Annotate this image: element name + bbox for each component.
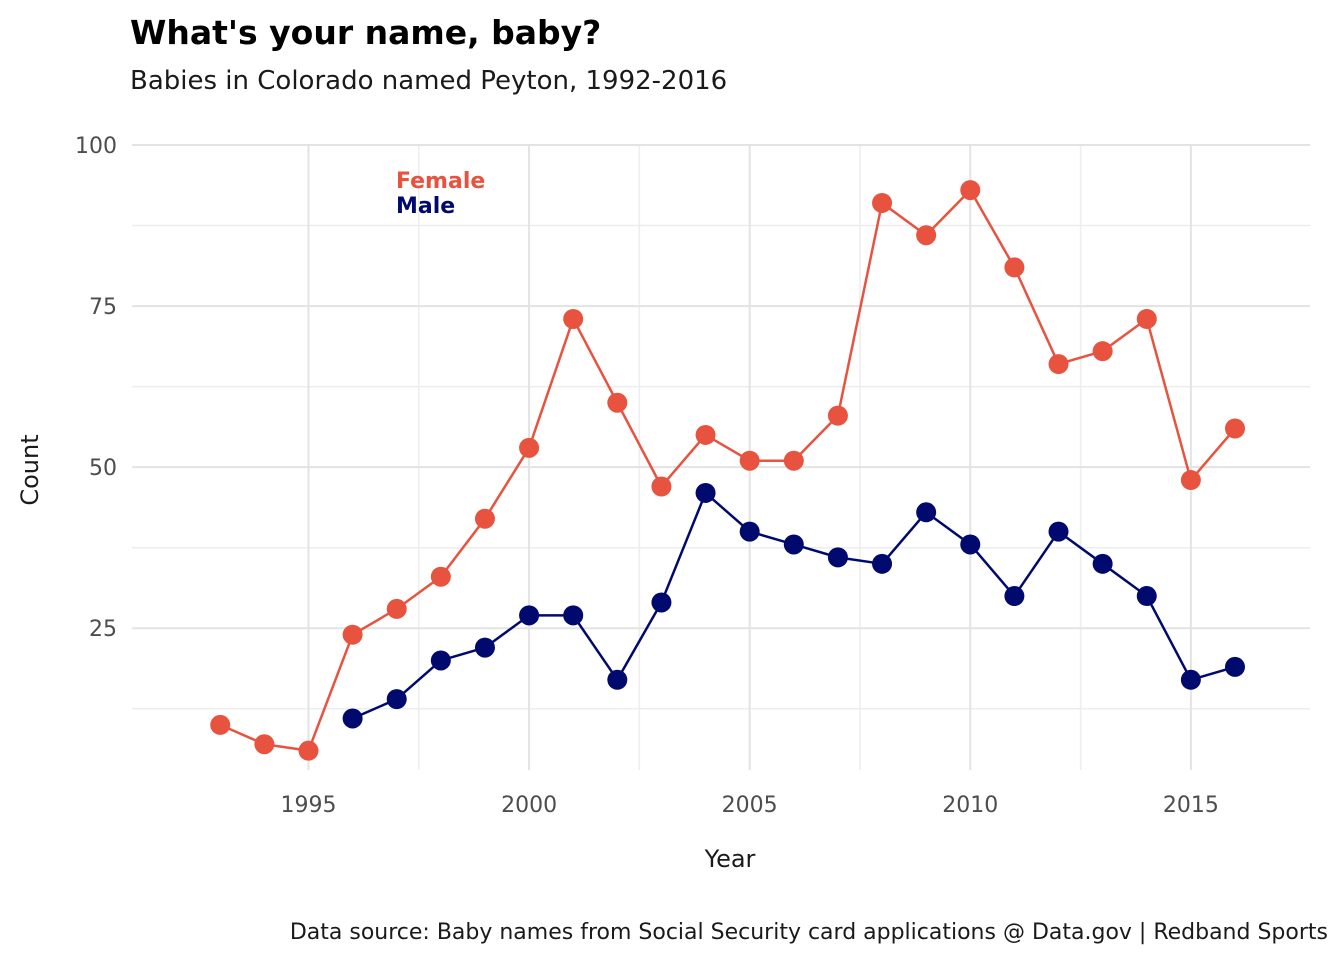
- data-point-male-2010: [960, 534, 981, 555]
- data-point-female-1998: [430, 566, 451, 587]
- data-point-male-2013: [1092, 553, 1113, 574]
- data-point-male-1998: [430, 650, 451, 671]
- x-axis-title: Year: [704, 845, 756, 873]
- data-point-male-2002: [607, 669, 628, 690]
- data-point-female-2004: [695, 424, 716, 445]
- data-point-female-2015: [1180, 470, 1201, 491]
- data-point-female-2013: [1092, 341, 1113, 362]
- data-point-female-2009: [916, 225, 937, 246]
- y-tick-label-50: 50: [89, 456, 117, 481]
- data-point-male-2007: [827, 547, 848, 568]
- series-lines: [219, 188, 1236, 752]
- x-tick-label-1995: 1995: [280, 793, 336, 818]
- legend-label-female: Female: [396, 169, 485, 194]
- data-point-female-2006: [783, 450, 804, 471]
- data-point-male-2008: [872, 553, 893, 574]
- data-point-male-2004: [695, 482, 716, 503]
- data-point-male-2015: [1180, 669, 1201, 690]
- y-tick-label-100: 100: [75, 134, 117, 159]
- data-point-male-2001: [563, 605, 584, 626]
- chart-caption: Data source: Baby names from Social Secu…: [290, 920, 1328, 945]
- data-point-female-1993: [210, 714, 231, 735]
- data-point-male-2005: [739, 521, 760, 542]
- x-tick-label-2005: 2005: [722, 793, 778, 818]
- data-point-female-1995: [298, 740, 319, 761]
- x-axis-ticks: 1995 2000 2005 2010 2015: [280, 793, 1218, 818]
- data-point-female-2010: [960, 180, 981, 201]
- data-point-male-2003: [651, 592, 672, 613]
- x-tick-label-2000: 2000: [501, 793, 557, 818]
- data-points: [210, 180, 1245, 761]
- data-point-male-1996: [342, 708, 363, 729]
- y-axis-ticks: 25 50 75 100: [75, 134, 117, 642]
- data-point-male-2011: [1004, 586, 1025, 607]
- data-point-female-2014: [1136, 308, 1157, 329]
- data-point-female-2008: [872, 192, 893, 213]
- data-point-female-2002: [607, 392, 628, 413]
- data-point-female-2016: [1224, 418, 1245, 439]
- data-point-male-2014: [1136, 586, 1157, 607]
- data-point-female-1994: [254, 734, 275, 755]
- chart-subtitle: Babies in Colorado named Peyton, 1992-20…: [130, 66, 727, 96]
- data-point-female-2003: [651, 476, 672, 497]
- series-line-female: [219, 188, 1236, 752]
- data-point-female-1999: [474, 508, 495, 529]
- data-point-male-1997: [386, 689, 407, 710]
- data-point-male-2006: [783, 534, 804, 555]
- data-point-female-1997: [386, 598, 407, 619]
- grid-lines: [132, 144, 1310, 770]
- data-point-female-2007: [827, 405, 848, 426]
- legend: Female Male: [396, 169, 485, 219]
- data-point-female-2001: [563, 308, 584, 329]
- data-point-female-2011: [1004, 257, 1025, 278]
- data-point-female-1996: [342, 624, 363, 645]
- data-point-male-2009: [916, 502, 937, 523]
- y-tick-label-75: 75: [89, 295, 117, 320]
- data-point-male-2000: [519, 605, 540, 626]
- data-point-female-2000: [519, 437, 540, 458]
- data-point-male-2016: [1224, 656, 1245, 677]
- legend-label-male: Male: [396, 194, 455, 219]
- chart-title: What's your name, baby?: [130, 13, 601, 52]
- x-tick-label-2015: 2015: [1163, 793, 1219, 818]
- y-axis-title: Count: [16, 434, 44, 505]
- y-tick-label-25: 25: [89, 617, 117, 642]
- x-tick-label-2010: 2010: [942, 793, 998, 818]
- data-point-female-2012: [1048, 354, 1069, 375]
- data-point-male-1999: [474, 637, 495, 658]
- data-point-female-2005: [739, 450, 760, 471]
- data-point-male-2012: [1048, 521, 1069, 542]
